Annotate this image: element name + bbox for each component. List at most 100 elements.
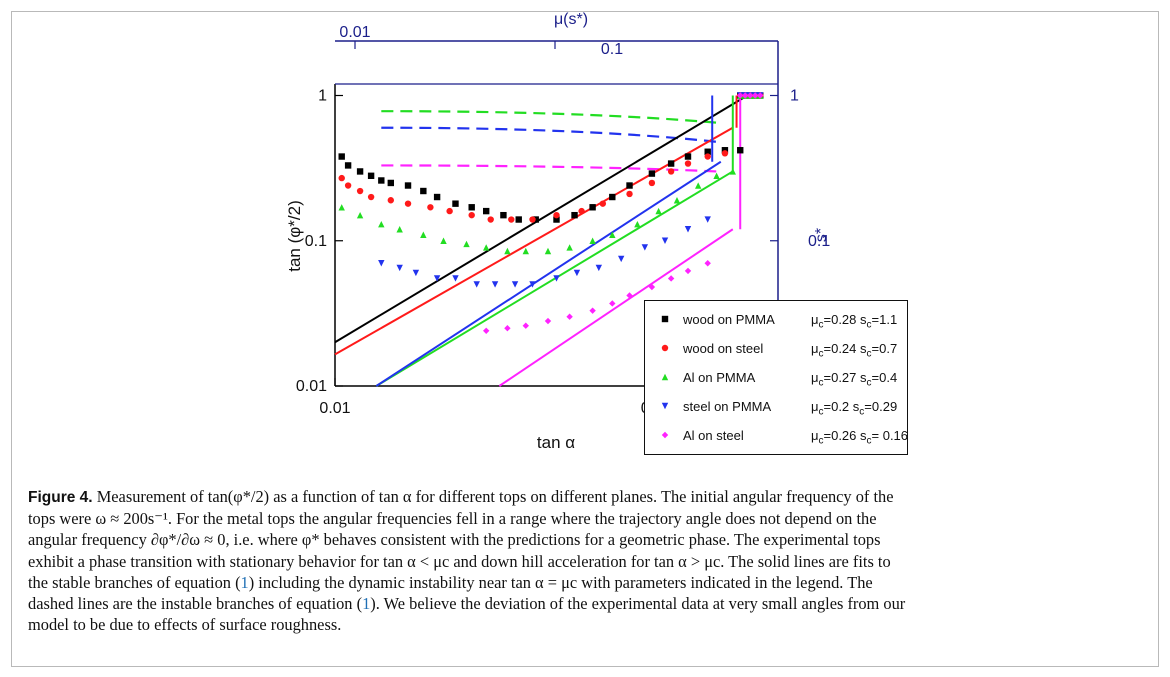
data-point (396, 226, 403, 233)
data-point (571, 211, 578, 219)
caption-line: ) including the dynamic instability near… (248, 572, 873, 592)
legend-params: μc=0.28 sc=1.1 (811, 312, 898, 331)
data-point (338, 204, 345, 211)
data-point (529, 281, 536, 288)
instable-branch-curve (381, 110, 717, 124)
data-point (737, 92, 744, 99)
right-axis-label: s* (813, 228, 830, 242)
data-point (578, 207, 585, 215)
chart-legend: wood on PMMA μc=0.28 sc=1.1 wood on steel μ… (644, 300, 908, 455)
data-point (684, 226, 692, 233)
data-point (609, 231, 616, 238)
figure-frame (11, 11, 1159, 667)
fit-curve (498, 228, 734, 387)
right-tick-label: 1 (790, 88, 799, 105)
data-point (648, 170, 656, 177)
data-point (634, 221, 641, 228)
legend-params: μc=0.24 sc=0.7 (811, 341, 898, 360)
data-point (522, 322, 529, 329)
caption-label: Figure 4. (28, 489, 93, 506)
data-point (491, 281, 499, 288)
data-point (695, 182, 702, 189)
data-point (589, 307, 596, 314)
legend-label: Al on steel (683, 428, 744, 443)
data-point (504, 324, 511, 332)
data-point (704, 148, 711, 155)
data-point (641, 244, 649, 251)
data-point (367, 172, 375, 180)
top-axis-label: μ(s*) (554, 11, 588, 28)
data-point (673, 197, 681, 204)
data-point (487, 216, 494, 223)
data-point (757, 92, 764, 99)
caption-line: tops were ω ≈ 200s⁻¹. For the metal tops… (28, 509, 877, 529)
data-point (684, 267, 692, 275)
data-point (667, 160, 675, 167)
data-point (338, 153, 345, 160)
data-point (468, 204, 475, 211)
data-point (344, 182, 352, 189)
data-point (553, 211, 560, 219)
data-point (344, 162, 352, 169)
data-point (566, 313, 573, 320)
data-point (704, 153, 711, 160)
data-point (504, 247, 511, 255)
data-point (463, 240, 470, 248)
data-point (404, 200, 412, 207)
y-tick-label: 0.01 (296, 378, 327, 395)
data-point (446, 207, 453, 215)
data-point (553, 275, 560, 282)
data-point (661, 237, 669, 244)
data-point (433, 275, 441, 282)
instable-branch-curve (381, 126, 717, 143)
data-point (473, 281, 480, 288)
data-point (544, 247, 552, 255)
data-point (404, 182, 412, 189)
data-point (482, 327, 490, 334)
legend-label: wood on PMMA (683, 312, 775, 327)
data-point (626, 182, 633, 189)
equation-ref-link[interactable]: 1 (240, 572, 249, 592)
data-point (667, 168, 675, 175)
data-point (704, 216, 711, 223)
data-point (752, 92, 759, 99)
data-point (427, 204, 434, 211)
data-point (599, 200, 607, 207)
data-point (609, 300, 616, 307)
data-point (420, 187, 427, 195)
legend-entry: wood on PMMA μc=0.28 sc=1.1 (645, 307, 909, 335)
caption-line: angular frequency ∂φ*/∂ω ≈ 0, i.e. where… (28, 530, 881, 550)
data-point (684, 153, 692, 160)
data-point (684, 160, 692, 167)
legend-entry: Al on PMMA μc=0.27 sc=0.4 (645, 365, 909, 393)
figure-caption: Figure 4. Measurement of tan(φ*/2) as a … (28, 486, 1144, 635)
data-point (704, 260, 711, 267)
data-point (667, 275, 675, 282)
data-point (589, 204, 596, 211)
data-point (721, 150, 729, 157)
legend-label: steel on PMMA (683, 399, 772, 414)
top-tick-label: 0.1 (601, 41, 623, 58)
data-point (433, 193, 441, 201)
data-point (440, 237, 447, 244)
data-point (617, 255, 625, 263)
data-point (529, 216, 536, 223)
data-point (500, 211, 507, 219)
x-tick-label: 0.01 (319, 400, 350, 417)
data-point (452, 200, 459, 207)
data-point (412, 269, 420, 277)
data-point (626, 292, 633, 299)
legend-params: μc=0.2 sc=0.29 (811, 399, 898, 418)
data-point (595, 264, 603, 272)
top-tick-label: 0.01 (339, 24, 370, 41)
fit-curve (334, 126, 734, 356)
data-point (511, 281, 519, 288)
data-point (609, 193, 616, 201)
data-point (626, 190, 633, 198)
equation-ref-link[interactable]: 1 (362, 594, 371, 614)
data-point (378, 177, 385, 184)
legend-label: Al on PMMA (683, 370, 756, 385)
caption-line: Measurement of tan(φ*/2) as a function o… (92, 487, 894, 506)
data-point (589, 237, 596, 244)
data-point (378, 221, 385, 228)
